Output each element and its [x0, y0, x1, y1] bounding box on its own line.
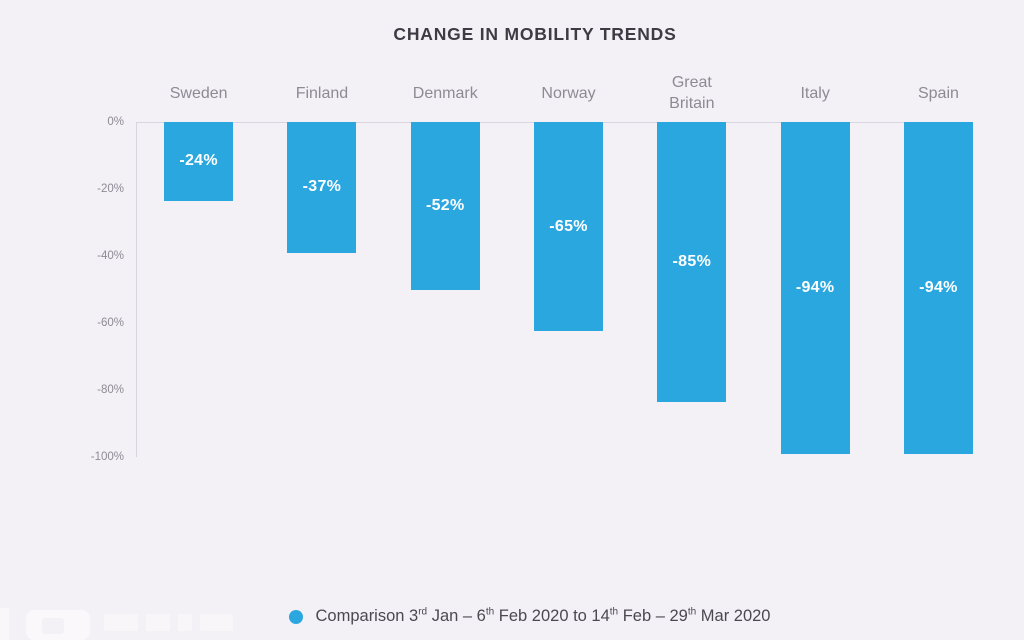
chart-column: Finland -37% [260, 66, 383, 253]
column-header-label: Norway [541, 84, 596, 102]
legend-text-segment: th [485, 606, 495, 618]
bar-value-label: -85% [672, 252, 712, 270]
bar-italy: -94% [780, 122, 850, 454]
legend-dot-icon [288, 609, 303, 624]
column-header-denmark: Denmark [384, 66, 507, 122]
legend-text-segment: th [609, 606, 619, 618]
legend-text-segment: Mar 2020 [696, 607, 771, 625]
y-axis-tick-label: -80% [97, 384, 124, 396]
column-header-finland: Finland [260, 66, 383, 122]
bar-spain: -94% [903, 122, 973, 454]
column-header-label: Finland [295, 84, 349, 102]
chart-title: CHANGE IN MOBILITY TRENDS [393, 24, 677, 44]
column-header-label: Sweden [169, 84, 228, 102]
legend-text-segment: Jan – 6 [427, 607, 486, 625]
y-axis-tick-label: -60% [97, 317, 124, 329]
chart-column: Denmark -52% [384, 66, 507, 290]
bar-sweden: -24% [164, 122, 234, 201]
chart-column: Spain -94% [877, 66, 1000, 454]
bar-value-label: -52% [425, 196, 465, 214]
bar-columns: Sweden -24% Finland -37% Denmark -52% Norway -6… [137, 66, 973, 457]
watermark-bracket-shape [0, 608, 9, 640]
chart-column: Sweden -24% [137, 66, 260, 201]
column-header-label: Italy [800, 84, 830, 102]
chart-title-row: CHANGE IN MOBILITY TRENDS [46, 24, 1024, 45]
y-axis-line [136, 122, 137, 457]
bar-value-label: -37% [302, 178, 342, 196]
legend-text-segment: th [687, 606, 697, 618]
bar-denmark: -52% [410, 122, 480, 290]
bar-great-britain: -85% [657, 122, 727, 402]
legend-text-segment: rd [418, 606, 428, 618]
column-header-norway: Norway [507, 66, 630, 122]
bar-value-label: -24% [179, 152, 218, 170]
y-axis-tick-labels: 0% -20% -40% -60% -80% -100% [52, 116, 124, 463]
column-header-sweden: Sweden [137, 66, 260, 122]
legend: Comparison 3rd Jan – 6th Feb 2020 to 14t… [35, 607, 1024, 626]
column-header-italy: Italy [754, 66, 877, 122]
y-axis-tick-label: 0% [107, 116, 124, 128]
bar-value-label: -65% [549, 217, 588, 235]
column-header-label: Great Britain [669, 74, 715, 112]
y-axis-tick-label: -100% [90, 451, 124, 463]
legend-text-segment: Feb 2020 to 14 [494, 607, 610, 625]
column-header-spain: Spain [877, 66, 1000, 122]
legend-text-segment: Comparison 3 [315, 607, 419, 625]
bar-norway: -65% [534, 122, 604, 332]
chart-column: Great Britain -85% [630, 66, 753, 402]
chart-column: Norway -65% [507, 66, 630, 332]
column-header-label: Denmark [412, 84, 478, 102]
chart-column: Italy -94% [754, 66, 877, 454]
y-axis-tick-label: -20% [97, 183, 124, 195]
bar-value-label: -94% [795, 278, 835, 296]
bar-finland: -37% [287, 122, 357, 253]
legend-text-segment: Feb – 29 [618, 607, 688, 625]
column-header-great-britain: Great Britain [630, 66, 753, 122]
legend-label: Comparison 3rd Jan – 6th Feb 2020 to 14t… [316, 607, 771, 626]
y-axis-tick-label: -40% [97, 250, 124, 262]
bar-value-label: -94% [919, 278, 958, 296]
column-header-label: Spain [917, 84, 959, 102]
